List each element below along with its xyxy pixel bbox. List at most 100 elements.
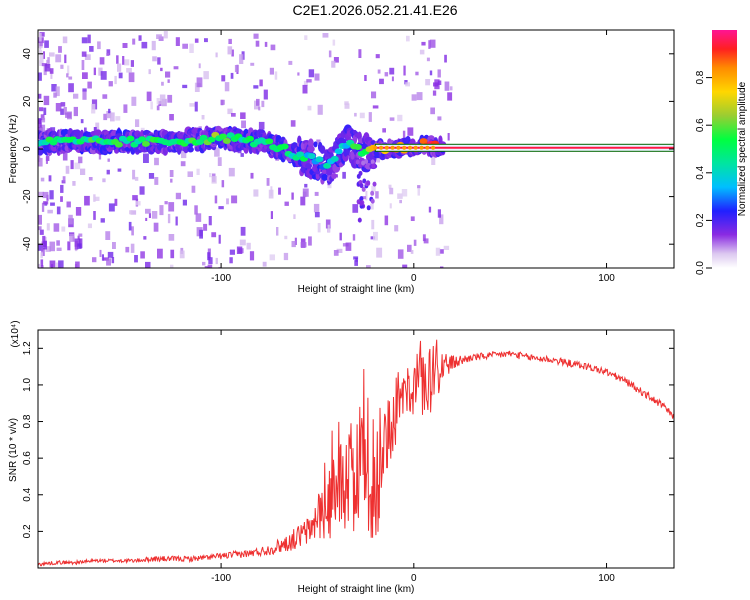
spectrogram-noise-speckle (145, 208, 151, 214)
spectrogram-noise-speckle (169, 114, 174, 121)
snr-scale-note: (x10⁴) (10, 320, 21, 347)
spectrogram-tail-cell (370, 198, 375, 204)
figure-title: C2E1.2026.052.21.41.E26 (292, 2, 457, 18)
spectrogram-noise-speckle (274, 71, 278, 80)
spectrogram-noise-speckle (51, 84, 57, 92)
spectrogram-noise-speckle (332, 39, 336, 46)
spectrogram-band-cell (218, 127, 224, 132)
spectrogram-tail-cell (372, 181, 377, 187)
spectrogram-noise-speckle (266, 178, 270, 186)
spectrogram-noise-speckle (366, 265, 371, 268)
spectrogram-noise-speckle (73, 106, 78, 117)
spectrogram-noise-speckle (300, 196, 306, 206)
spectrogram-noise-speckle (422, 234, 426, 242)
spectrogram-core-cell (296, 151, 305, 158)
spectrogram-band-cell (187, 146, 194, 153)
spectrogram-noise-speckle (156, 34, 162, 39)
spectrogram-noise-speckle (379, 78, 384, 85)
spectrogram-noise-speckle (241, 120, 246, 129)
spectrogram-noise-speckle (58, 260, 64, 268)
spectrogram-noise-speckle (55, 103, 62, 112)
spectrogram-noise-speckle (111, 257, 115, 264)
colorbar-tick-label: 0.2 (695, 213, 706, 227)
spectrogram-noise-speckle (344, 101, 349, 105)
spectrogram-noise-speckle (160, 67, 163, 72)
spectrogram-noise-speckle (145, 261, 151, 268)
spectrogram-noise-speckle (145, 217, 148, 221)
colorbar-tick-label: 0.0 (695, 261, 706, 275)
spectrogram-ytick-label: 40 (22, 48, 33, 60)
spectrogram-noise-speckle (221, 75, 226, 82)
spectrogram-noise-speckle (203, 71, 209, 80)
spectrogram-noise-speckle (123, 104, 128, 113)
snr-chart: -100 0 100 0.2 0.4 0.6 0.8 1.0 1.2 Height of str… (8, 320, 675, 595)
spectrogram-noise-speckle (264, 41, 268, 47)
spectrogram-noise-speckle (376, 155, 380, 163)
spectrogram-noise-speckle (308, 69, 315, 78)
spectrogram-core-cell (195, 139, 204, 145)
spectrogram-noise-speckle (60, 108, 64, 115)
spectrogram-noise-speckle (263, 89, 268, 100)
spectrogram-noise-speckle (168, 202, 175, 212)
spectrogram-noise-speckle (214, 147, 220, 157)
spectrogram-noise-speckle (41, 63, 47, 67)
spectrogram-noise-speckle (211, 232, 217, 238)
spectrogram-noise-speckle (87, 223, 92, 229)
spectrogram-hot-dot (431, 145, 436, 150)
spectrogram-noise-speckle (317, 223, 321, 233)
spectrogram-noise-speckle (56, 206, 61, 215)
spectrogram-noise-speckle (114, 75, 117, 85)
colorbar-tick-label: 0.8 (695, 70, 706, 84)
spectrogram-noise-speckle (229, 257, 233, 264)
spectrogram-noise-speckle (290, 120, 296, 127)
spectrogram-noise-speckle (131, 226, 134, 236)
spectrogram-noise-speckle (49, 260, 56, 268)
colorbar-tick-label: 0.4 (695, 165, 706, 179)
spectrogram-noise-speckle (158, 101, 162, 106)
spectrogram-band-cell (319, 145, 326, 154)
spectrogram-noise-speckle (39, 53, 44, 64)
spectrogram-noise-speckle (231, 113, 236, 117)
spectrogram-noise-speckle (39, 32, 45, 37)
spectrogram-noise-speckle (62, 176, 66, 183)
spectrogram-noise-speckle (81, 37, 88, 44)
spectrogram-noise-speckle (327, 224, 330, 233)
spectrogram-xtick-label: 100 (598, 273, 615, 284)
spectrogram-noise-speckle (426, 57, 430, 62)
spectrogram-noise-speckle (229, 249, 235, 255)
spectrogram-noise-speckle (373, 231, 378, 241)
spectrogram-noise-speckle (88, 177, 93, 181)
spectrogram-noise-speckle (354, 260, 358, 266)
spectrogram-tail-cell (364, 159, 369, 164)
spectrogram-noise-speckle (239, 54, 244, 64)
spectrogram-noise-speckle (253, 189, 259, 197)
spectrogram-tail-cell (371, 163, 376, 169)
spectrogram-noise-speckle (67, 241, 71, 251)
spectrogram-noise-speckle (102, 178, 106, 183)
spectrogram-noise-speckle (53, 223, 60, 232)
spectrogram-noise-speckle (198, 63, 201, 69)
spectrogram-hot-dot (390, 145, 395, 150)
spectrogram-noise-speckle (68, 76, 73, 80)
spectrogram-hot-dot (419, 145, 424, 150)
spectrogram-noise-speckle (118, 72, 123, 79)
spectrogram-noise-speckle (270, 186, 273, 196)
spectrogram-noise-speckle (194, 101, 198, 112)
snr-xtick-label: 100 (598, 573, 615, 584)
spectrogram-noise-speckle (293, 214, 296, 219)
spectrogram-noise-speckle (80, 119, 84, 124)
spectrogram-noise-speckle (239, 239, 246, 246)
spectrogram-noise-speckle (447, 92, 453, 101)
spectrogram-noise-speckle (45, 246, 51, 252)
spectrogram-noise-speckle (413, 239, 417, 246)
spectrogram-noise-speckle (302, 188, 309, 197)
spectrogram-noise-speckle (443, 245, 450, 250)
spectrogram-noise-speckle (46, 223, 50, 231)
spectrogram-noise-speckle (40, 259, 44, 267)
spectrogram-noise-speckle (130, 60, 134, 67)
spectrogram-noise-speckle (38, 72, 42, 81)
spectrogram-noise-speckle (430, 107, 435, 115)
spectrogram-noise-speckle (93, 67, 96, 76)
spectrogram-noise-speckle (55, 54, 62, 63)
spectrogram-noise-speckle (302, 84, 308, 94)
